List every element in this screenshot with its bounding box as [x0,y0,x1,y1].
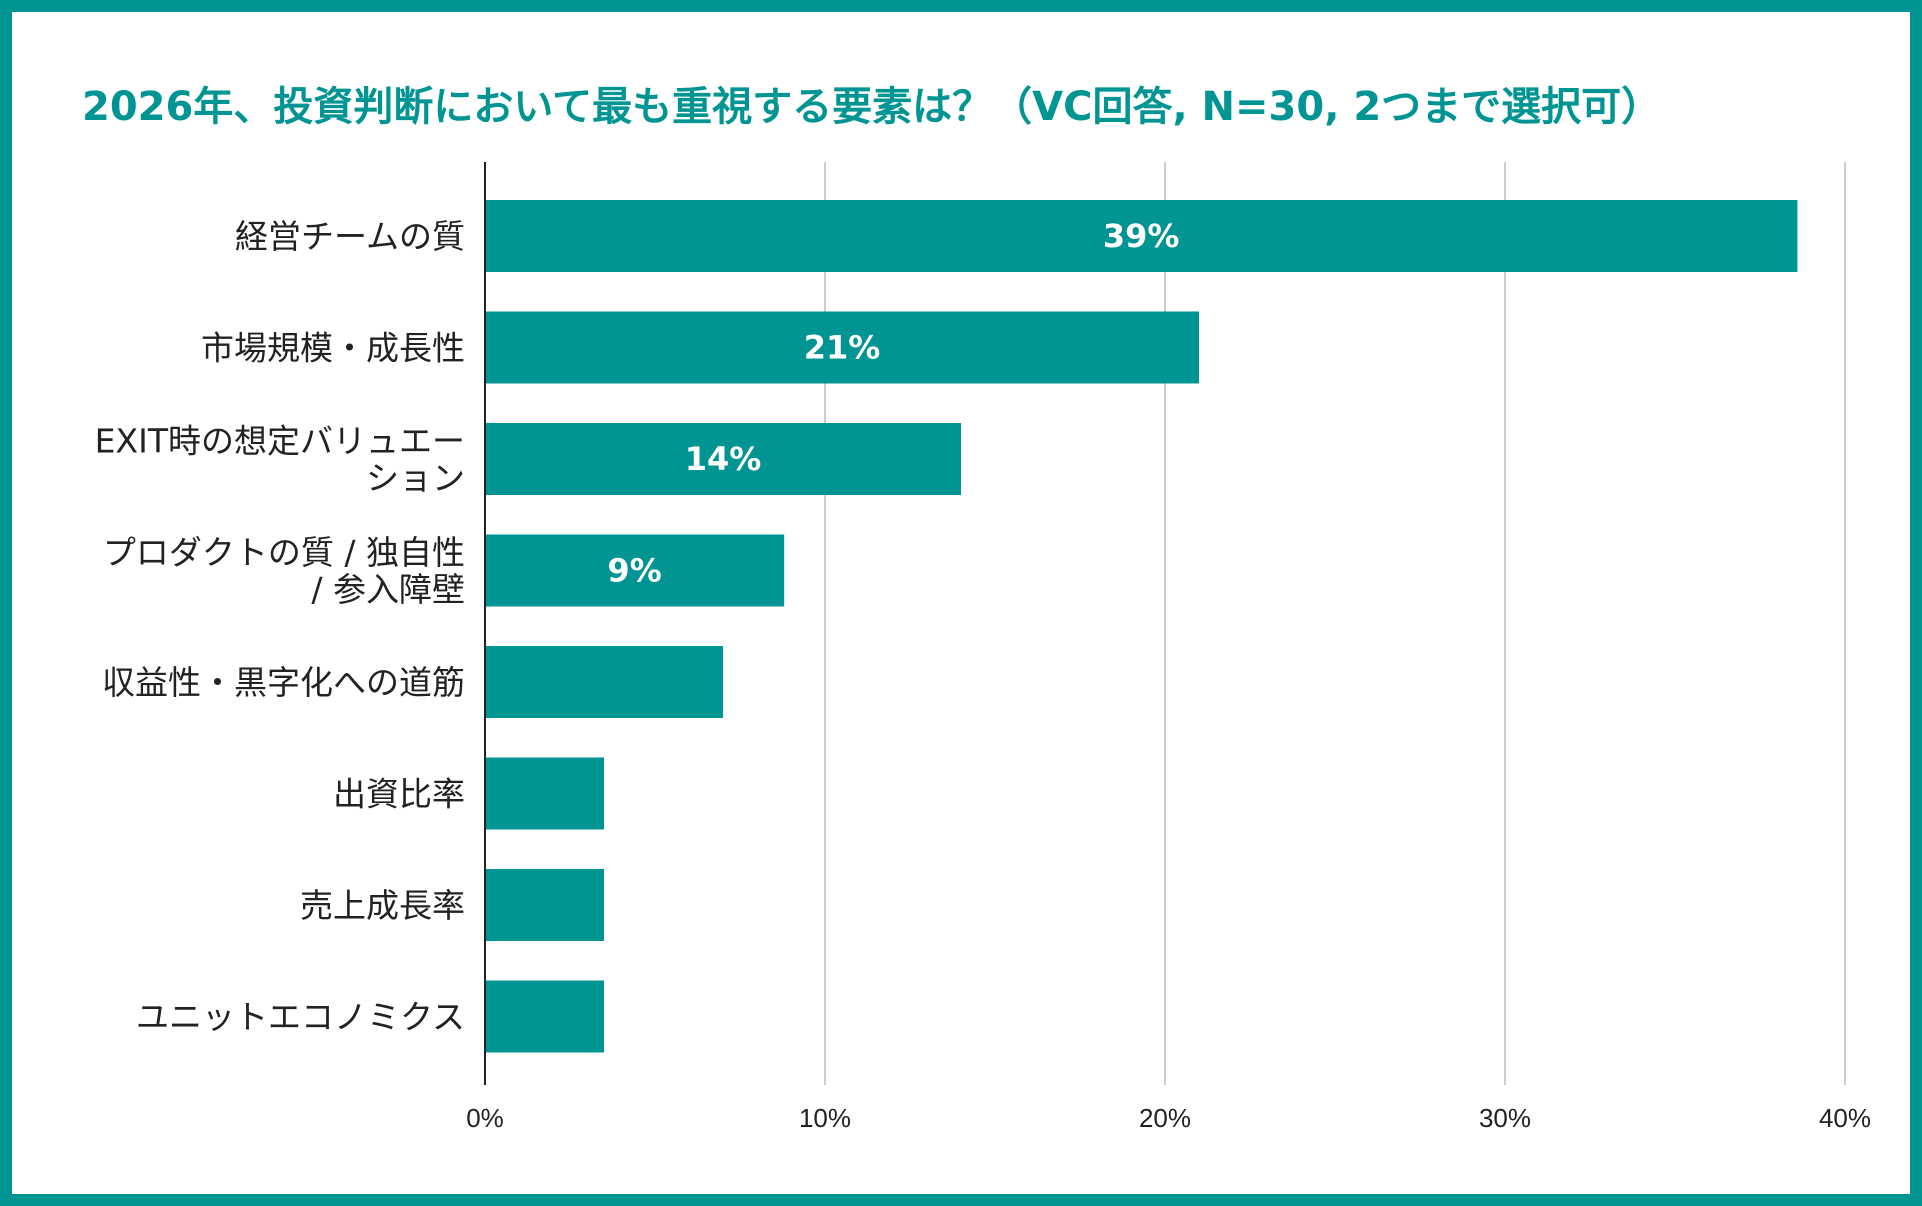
labels: 0% 10% 20% 30% 40% 39% 経営チームの質 21% 市場規模・成長性 14% EX… [95,217,1871,1133]
bar [485,423,961,495]
category-label: 経営チームの質 [235,217,465,256]
bar [485,869,604,941]
bar [485,980,604,1053]
x-tick-label: 20% [1139,1103,1191,1133]
x-tick-label: 40% [1819,1103,1871,1133]
category-label: / 参入障壁 [311,570,465,609]
category-label: 収益性・黒字化への道筋 [102,663,465,702]
bar-value-label: 21% [804,329,881,367]
category-label: 市場規模・成長性 [201,329,465,368]
bars [485,200,1798,1053]
bar [485,311,1199,384]
bar [485,534,785,607]
category-label: プロダクトの質 / 独自性 [103,533,465,572]
x-tick-label: 30% [1479,1103,1531,1133]
bar [485,200,1798,272]
grid-lines [824,162,1846,1085]
bar-value-label: 9% [607,552,661,590]
bar-value-label: 39% [1103,217,1180,255]
category-label: ユニットエコノミクス [136,998,465,1037]
bar [485,757,604,830]
category-label: ション [366,459,465,498]
bar-value-label: 14% [685,440,762,478]
x-tick-label: 10% [799,1103,851,1133]
bar [485,646,723,718]
category-label: 出資比率 [333,775,465,814]
chart-title: 2026年、投資判断において最も重視する要素は？（VC回答, N=30, 2つま… [82,84,1662,130]
category-label: 売上成長率 [300,886,465,925]
x-tick-label: 0% [466,1103,504,1133]
category-label: EXIT時の想定バリュエー [95,422,465,461]
